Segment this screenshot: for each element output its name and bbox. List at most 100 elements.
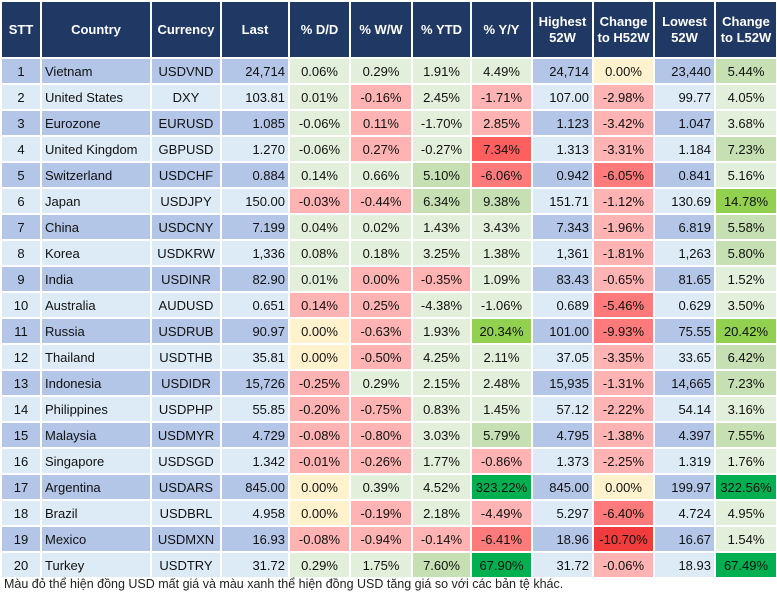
- header-row: STT Country Currency Last% D/D% W/W% YTD% Y…: [0, 0, 777, 59]
- cell-yy: 323.22%: [470, 473, 533, 501]
- cell-cl: 1.52%: [714, 265, 777, 293]
- cell-ytd: 4.52%: [411, 473, 472, 501]
- cell-stt: 6: [0, 187, 42, 215]
- cell-ch: -9.93%: [592, 317, 655, 345]
- table-row: 6 Japan USDJPY 150.00 -0.03% -0.44% 6.34% 9.38%…: [0, 187, 777, 215]
- cell-ch: -1.81%: [592, 239, 655, 267]
- cell-country: United States: [40, 83, 152, 111]
- cell-l52: 23,440: [653, 57, 716, 85]
- cell-last: 16.93: [220, 525, 290, 553]
- cell-stt: 2: [0, 83, 42, 111]
- cell-cl: 1.54%: [714, 525, 777, 553]
- cell-yy: 5.79%: [470, 421, 533, 449]
- column-header[interactable]: % YTD: [411, 0, 472, 59]
- cell-ch: -2.25%: [592, 447, 655, 475]
- cell-cl: 3.68%: [714, 109, 777, 137]
- cell-l52: 33.65: [653, 343, 716, 371]
- cell-h52: 83.43: [531, 265, 594, 293]
- cell-country: Australia: [40, 291, 152, 319]
- cell-h52: 31.72: [531, 551, 594, 579]
- cell-country: Singapore: [40, 447, 152, 475]
- cell-currency: USDKRW: [150, 239, 222, 267]
- cell-ww: 0.29%: [349, 57, 413, 85]
- cell-cl: 1.76%: [714, 447, 777, 475]
- column-header[interactable]: % D/D: [288, 0, 351, 59]
- cell-l52: 1.047: [653, 109, 716, 137]
- cell-ytd: -0.27%: [411, 135, 472, 163]
- cell-yy: 1.38%: [470, 239, 533, 267]
- cell-country: Thailand: [40, 343, 152, 371]
- cell-ytd: 2.18%: [411, 499, 472, 527]
- cell-cl: 5.58%: [714, 213, 777, 241]
- cell-currency: USDVND: [150, 57, 222, 85]
- cell-cl: 322.56%: [714, 473, 777, 501]
- cell-l52: 14,665: [653, 369, 716, 397]
- cell-l52: 1,263: [653, 239, 716, 267]
- column-header[interactable]: % W/W: [349, 0, 413, 59]
- cell-h52: 0.689: [531, 291, 594, 319]
- column-header[interactable]: % Y/Y: [470, 0, 533, 59]
- cell-l52: 0.841: [653, 161, 716, 189]
- cell-last: 24,714: [220, 57, 290, 85]
- cell-h52: 37.05: [531, 343, 594, 371]
- cell-l52: 81.65: [653, 265, 716, 293]
- cell-ch: -1.38%: [592, 421, 655, 449]
- column-header[interactable]: Lowest 52W: [653, 0, 716, 59]
- table-row: 9 India USDINR 82.90 0.01% 0.00% -0.35% 1.09% 83…: [0, 265, 777, 293]
- cell-dd: 0.01%: [288, 265, 351, 293]
- cell-ch: 0.00%: [592, 473, 655, 501]
- cell-ww: -0.63%: [349, 317, 413, 345]
- cell-country: United Kingdom: [40, 135, 152, 163]
- cell-dd: 0.00%: [288, 473, 351, 501]
- cell-ww: 0.29%: [349, 369, 413, 397]
- cell-currency: USDTRY: [150, 551, 222, 579]
- column-header[interactable]: Highest 52W: [531, 0, 594, 59]
- cell-yy: -1.06%: [470, 291, 533, 319]
- table-row: 3 Eurozone EURUSD 1.085 -0.06% 0.11% -1.70% 2.8…: [0, 109, 777, 137]
- cell-ww: 0.39%: [349, 473, 413, 501]
- cell-ww: 1.75%: [349, 551, 413, 579]
- cell-ytd: -0.35%: [411, 265, 472, 293]
- cell-cl: 7.23%: [714, 369, 777, 397]
- cell-l52: 199.97: [653, 473, 716, 501]
- cell-ww: -0.16%: [349, 83, 413, 111]
- cell-yy: -1.71%: [470, 83, 533, 111]
- cell-cl: 5.44%: [714, 57, 777, 85]
- cell-ch: -6.40%: [592, 499, 655, 527]
- cell-dd: 0.04%: [288, 213, 351, 241]
- cell-cl: 20.42%: [714, 317, 777, 345]
- column-header[interactable]: Change to H52W: [592, 0, 655, 59]
- table-row: 10 Australia AUDUSD 0.651 0.14% 0.25% -4.38% -1…: [0, 291, 777, 319]
- cell-last: 4.729: [220, 421, 290, 449]
- cell-h52: 845.00: [531, 473, 594, 501]
- cell-currency: USDCHF: [150, 161, 222, 189]
- cell-dd: 0.08%: [288, 239, 351, 267]
- cell-ch: -6.05%: [592, 161, 655, 189]
- cell-ww: -0.80%: [349, 421, 413, 449]
- cell-h52: 24,714: [531, 57, 594, 85]
- column-header[interactable]: Country: [40, 0, 152, 59]
- cell-country: Vietnam: [40, 57, 152, 85]
- cell-ytd: 6.34%: [411, 187, 472, 215]
- column-header[interactable]: Last: [220, 0, 290, 59]
- column-header[interactable]: STT: [0, 0, 42, 59]
- cell-last: 0.651: [220, 291, 290, 319]
- currency-table: STT Country Currency Last% D/D% W/W% YTD% Y…: [0, 0, 777, 579]
- cell-ch: -0.06%: [592, 551, 655, 579]
- cell-last: 1.085: [220, 109, 290, 137]
- table-row: 17 Argentina USDARS 845.00 0.00% 0.39% 4.52% 32…: [0, 473, 777, 501]
- cell-ww: -0.50%: [349, 343, 413, 371]
- table-row: 12 Thailand USDTHB 35.81 0.00% -0.50% 4.25% 2.1…: [0, 343, 777, 371]
- cell-stt: 20: [0, 551, 42, 579]
- cell-ytd: 1.77%: [411, 447, 472, 475]
- cell-stt: 1: [0, 57, 42, 85]
- cell-stt: 12: [0, 343, 42, 371]
- table-row: 14 Philippines USDPHP 55.85 -0.20% -0.75% 0.83…: [0, 395, 777, 423]
- cell-ch: -5.46%: [592, 291, 655, 319]
- cell-last: 1.270: [220, 135, 290, 163]
- column-header[interactable]: Currency: [150, 0, 222, 59]
- cell-ytd: 2.45%: [411, 83, 472, 111]
- cell-stt: 7: [0, 213, 42, 241]
- column-header[interactable]: Change to L52W: [714, 0, 777, 59]
- cell-currency: EURUSD: [150, 109, 222, 137]
